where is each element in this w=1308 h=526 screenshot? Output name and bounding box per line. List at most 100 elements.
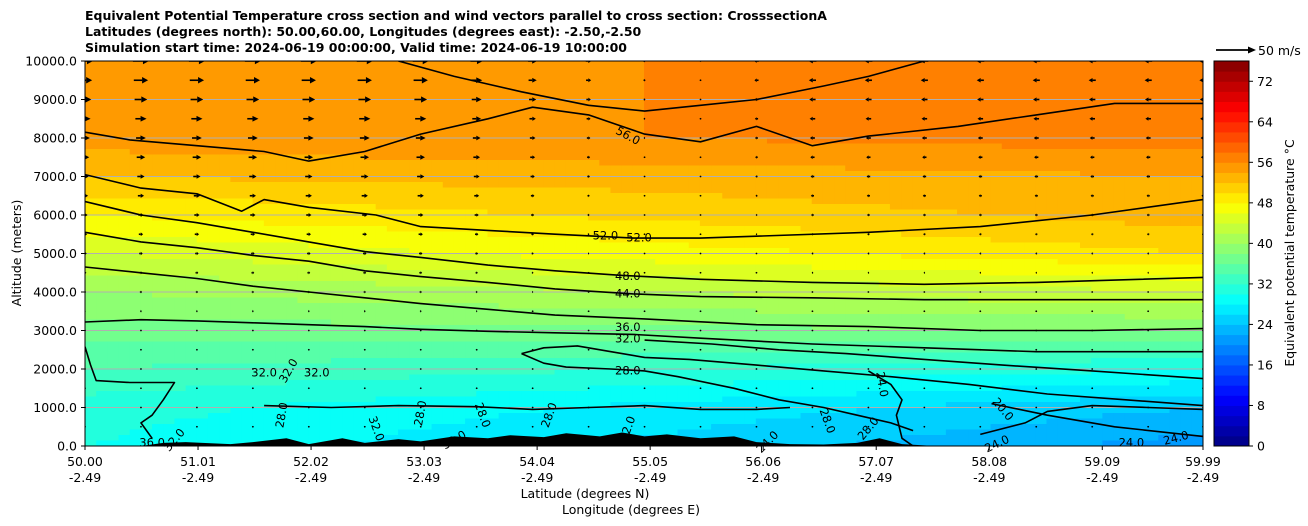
field-cell — [129, 259, 142, 266]
field-cell — [1124, 330, 1137, 337]
field-cell — [778, 292, 790, 299]
field-cell — [398, 286, 410, 293]
field-cell — [286, 220, 299, 227]
field-cell — [398, 319, 410, 326]
field-cell — [353, 99, 366, 106]
field-cell — [677, 116, 690, 123]
field-cell — [118, 308, 131, 315]
field-cell — [934, 88, 947, 95]
field-cell — [252, 176, 265, 183]
field-cell — [889, 237, 902, 244]
field-cell — [733, 165, 746, 172]
field-cell — [923, 160, 936, 167]
field-cell — [856, 264, 869, 271]
field-cell — [219, 286, 231, 293]
field-cell — [498, 198, 511, 205]
field-cell — [834, 66, 846, 73]
field-cell — [207, 226, 220, 233]
field-cell — [252, 132, 265, 139]
field-cell — [1035, 319, 1048, 326]
field-cell — [688, 121, 701, 128]
field-cell — [599, 270, 612, 277]
field-cell — [532, 132, 544, 139]
field-cell — [487, 127, 500, 134]
field-cell — [945, 314, 958, 321]
field-cell — [1191, 242, 1203, 249]
field-cell — [152, 220, 164, 227]
field-cell — [957, 116, 969, 123]
field-cell — [431, 281, 444, 288]
field-cell — [398, 83, 410, 90]
field-cell — [152, 325, 164, 332]
field-cell — [733, 314, 746, 321]
field-cell — [845, 182, 858, 189]
field-cell — [543, 325, 556, 332]
field-cell — [1102, 303, 1115, 310]
field-cell — [644, 264, 656, 271]
field-cell — [498, 138, 511, 145]
field-cell — [1135, 61, 1148, 68]
field-cell — [800, 94, 813, 101]
field-cell — [968, 160, 980, 167]
field-cell — [733, 72, 746, 79]
field-cell — [532, 72, 544, 79]
field-cell — [297, 259, 310, 266]
field-cell — [319, 248, 332, 255]
field-cell — [789, 154, 802, 161]
field-cell — [945, 330, 958, 337]
field-cell — [1080, 72, 1092, 79]
field-cell — [655, 138, 667, 145]
field-cell — [565, 308, 578, 315]
field-cell — [1012, 83, 1025, 90]
field-cell — [521, 187, 533, 194]
field-cell — [386, 182, 399, 189]
field-cell — [509, 110, 522, 117]
field-cell — [822, 286, 835, 293]
field-cell — [990, 143, 1003, 150]
field-cell — [319, 253, 332, 260]
field-cell — [1191, 99, 1203, 106]
field-cell — [129, 292, 142, 299]
field-cell — [778, 88, 790, 95]
field-cell — [1180, 110, 1193, 117]
field-cell — [465, 297, 477, 304]
field-cell — [129, 61, 142, 68]
field-cell — [476, 154, 489, 161]
field-cell — [1113, 94, 1126, 101]
field-cell — [308, 138, 321, 145]
field-cell — [476, 209, 489, 216]
field-cell — [834, 292, 846, 299]
field-cell — [509, 231, 522, 238]
field-cell — [275, 308, 287, 315]
field-cell — [498, 165, 511, 172]
field-cell — [1124, 160, 1137, 167]
field-cell — [163, 286, 176, 293]
field-cell — [543, 303, 556, 310]
field-cell — [856, 187, 869, 194]
field-cell — [431, 198, 444, 205]
field-cell — [275, 105, 287, 112]
field-cell — [543, 88, 556, 95]
field-cell — [364, 330, 377, 337]
field-cell — [498, 330, 511, 337]
field-cell — [487, 330, 500, 337]
field-cell — [297, 253, 310, 260]
field-cell — [297, 237, 310, 244]
field-cell — [1046, 319, 1059, 326]
field-cell — [107, 116, 120, 123]
field-cell — [263, 61, 276, 68]
field-cell — [1024, 275, 1036, 282]
field-cell — [252, 215, 265, 222]
field-cell — [889, 259, 902, 266]
field-cell — [766, 66, 779, 73]
field-cell — [498, 215, 511, 222]
field-cell — [398, 314, 410, 321]
field-cell — [957, 264, 969, 271]
field-cell — [1091, 231, 1103, 238]
field-cell — [252, 308, 265, 315]
field-cell — [509, 281, 522, 288]
field-cell — [465, 176, 477, 183]
field-cell — [319, 182, 332, 189]
field-cell — [509, 204, 522, 211]
field-cell — [1091, 248, 1103, 255]
